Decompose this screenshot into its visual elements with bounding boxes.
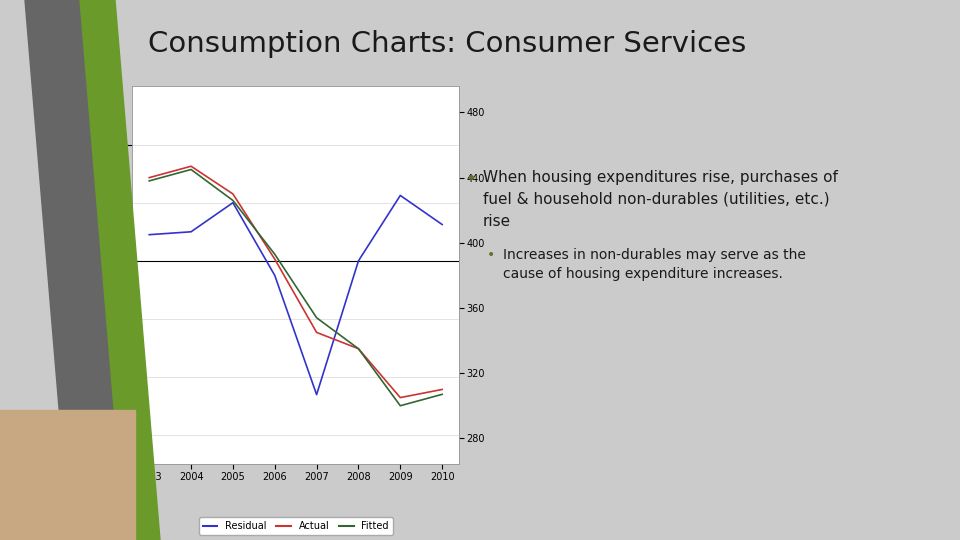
- Fitted: [143, 178, 155, 184]
- Residual: [395, 192, 406, 199]
- Line: Actual: Actual: [149, 166, 443, 397]
- Fitted: [228, 197, 239, 204]
- Text: •: •: [487, 248, 495, 262]
- Text: Increases in non-durables may serve as the: Increases in non-durables may serve as t…: [503, 248, 805, 262]
- Residual: [143, 232, 155, 238]
- Text: rise: rise: [483, 214, 511, 229]
- Residual: [352, 258, 364, 264]
- Legend: Residual, Actual, Fitted: Residual, Actual, Fitted: [199, 517, 393, 535]
- Text: •: •: [465, 170, 476, 188]
- Fitted: [352, 346, 364, 352]
- Fitted: [311, 314, 323, 321]
- Fitted: [185, 166, 197, 173]
- Polygon shape: [25, 0, 125, 540]
- Actual: [395, 394, 406, 401]
- Residual: [228, 199, 239, 206]
- Text: fuel & household non-durables (utilities, etc.): fuel & household non-durables (utilities…: [483, 192, 829, 207]
- Actual: [143, 174, 155, 181]
- Text: When housing expenditures rise, purchases of: When housing expenditures rise, purchase…: [483, 170, 838, 185]
- Actual: [185, 163, 197, 170]
- Line: Residual: Residual: [149, 195, 443, 395]
- Actual: [352, 346, 364, 352]
- Polygon shape: [80, 0, 160, 540]
- Line: Fitted: Fitted: [149, 170, 443, 406]
- Residual: [437, 221, 448, 228]
- Text: Consumption Charts: Consumer Services: Consumption Charts: Consumer Services: [148, 30, 746, 58]
- Actual: [311, 329, 323, 336]
- Text: cause of housing expenditure increases.: cause of housing expenditure increases.: [503, 267, 782, 281]
- Residual: [269, 272, 280, 279]
- Bar: [0, 410, 135, 540]
- Actual: [228, 191, 239, 197]
- Residual: [185, 228, 197, 235]
- Fitted: [395, 402, 406, 409]
- Residual: [311, 392, 323, 398]
- Actual: [437, 386, 448, 393]
- Actual: [269, 256, 280, 262]
- Fitted: [269, 251, 280, 258]
- Fitted: [437, 391, 448, 397]
